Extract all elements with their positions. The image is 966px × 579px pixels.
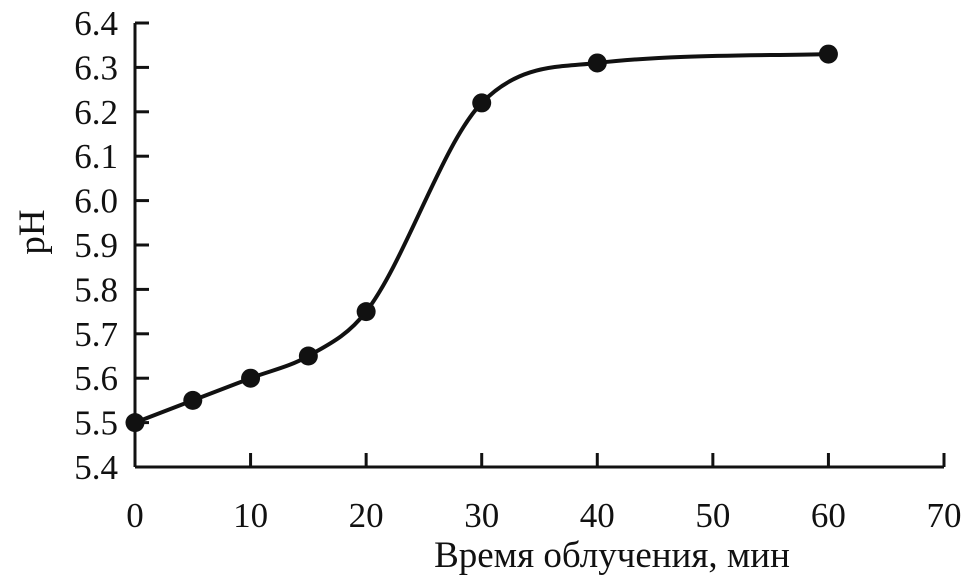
x-tick-label: 40 <box>580 496 615 535</box>
x-tick-label: 20 <box>349 496 384 535</box>
series-line <box>133 52 831 425</box>
data-points <box>125 44 838 433</box>
x-tick-label: 30 <box>464 496 499 535</box>
y-tick-label: 5.4 <box>74 448 118 487</box>
data-point <box>818 44 838 64</box>
x-tick-label: 70 <box>927 496 962 535</box>
data-point <box>356 302 376 322</box>
x-tick-label: 60 <box>811 496 846 535</box>
data-point <box>587 53 607 73</box>
y-tick-label: 5.7 <box>74 315 118 354</box>
y-tick-label: 5.9 <box>74 226 118 265</box>
x-tick-label: 0 <box>126 496 144 535</box>
data-point <box>298 346 318 366</box>
y-ticks: 5.4 5.5 5.6 5.7 5.8 5.9 6.0 6.1 6.2 6.3 6.4 <box>74 4 149 487</box>
data-point <box>241 368 261 388</box>
x-tick-label: 10 <box>233 496 268 535</box>
y-tick-label: 5.6 <box>74 359 118 398</box>
y-tick-label: 6.2 <box>74 93 118 132</box>
x-ticks: 0 10 20 30 40 50 60 70 <box>126 453 962 535</box>
x-axis-label: Время облучения, мин <box>434 535 790 576</box>
y-tick-label: 5.5 <box>74 404 118 443</box>
data-point <box>472 93 492 113</box>
y-tick-label: 6.3 <box>74 48 118 87</box>
y-axis-label: pH <box>12 209 53 254</box>
data-point <box>125 413 145 433</box>
data-point <box>183 390 203 410</box>
y-tick-label: 6.1 <box>74 137 118 176</box>
y-tick-label: 5.8 <box>74 270 118 309</box>
x-tick-label: 50 <box>695 496 730 535</box>
y-tick-label: 6.0 <box>74 182 118 221</box>
axes <box>133 23 944 469</box>
y-tick-label: 6.4 <box>74 4 118 43</box>
